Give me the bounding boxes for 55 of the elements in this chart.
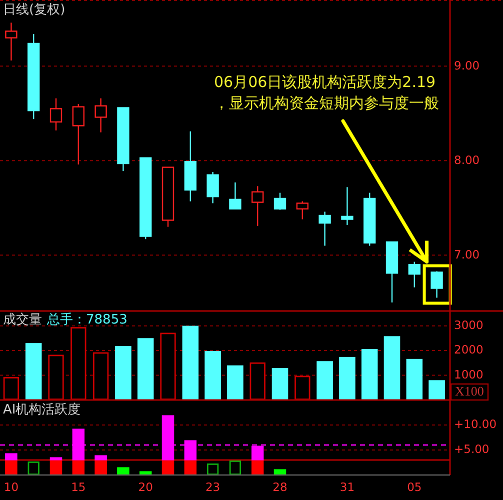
annotation: 06月06日该股机构活跃度为2.19 — [214, 73, 436, 92]
bar — [94, 455, 107, 460]
chart-title: 成交量 — [3, 312, 42, 328]
y-tick-label: +5.00 — [454, 442, 490, 456]
bar — [115, 346, 132, 400]
bar — [92, 352, 109, 400]
bar — [204, 350, 221, 400]
bar — [162, 415, 174, 460]
bar — [28, 462, 40, 475]
bar — [250, 362, 266, 400]
x-tick-label: 15 — [71, 480, 86, 494]
bar — [72, 428, 85, 460]
bar — [206, 464, 219, 475]
x-tick-label: 20 — [138, 480, 153, 494]
bar — [5, 453, 18, 460]
chart-title: AI机构活跃度 — [3, 402, 81, 418]
chart-subtitle: 总手：78853 — [46, 312, 128, 328]
y-tick-label: 2000 — [454, 342, 484, 357]
bar — [137, 338, 154, 400]
bar — [227, 365, 244, 400]
bar — [94, 460, 107, 476]
x-tick-label: 23 — [205, 480, 220, 494]
bar — [251, 446, 264, 460]
y-tick-label: 1000 — [454, 367, 484, 382]
bar — [48, 354, 64, 400]
y-axis-title: X100 — [455, 383, 484, 398]
bar — [406, 358, 423, 400]
bar — [361, 349, 378, 400]
bar — [25, 343, 42, 400]
y-tick-label: 9.00 — [454, 58, 480, 72]
bar — [428, 380, 445, 400]
x-tick-label: 10 — [4, 480, 19, 494]
y-tick-label: 8.00 — [454, 152, 480, 167]
bar — [294, 376, 310, 400]
bar — [272, 368, 288, 400]
x-tick-label: 28 — [272, 480, 288, 494]
bar — [339, 356, 356, 400]
bar — [5, 460, 18, 476]
bar — [70, 327, 86, 400]
x-tick-label: 05 — [407, 480, 422, 494]
bar — [182, 326, 199, 400]
bar — [50, 457, 62, 460]
y-tick-label: +10.00 — [454, 417, 497, 432]
bar — [316, 361, 333, 400]
bar — [184, 440, 197, 460]
annotation: ，显示机构资金短期内参与度一般 — [214, 94, 439, 112]
chart-title: 日线(复权) — [3, 2, 66, 18]
bar — [3, 377, 20, 400]
bar — [160, 332, 176, 400]
x-tick-label: 31 — [340, 480, 355, 494]
y-tick-label: 7.00 — [454, 247, 480, 262]
bar — [229, 460, 242, 475]
bar — [117, 467, 130, 476]
y-tick-label: 3000 — [454, 318, 484, 332]
bar — [384, 336, 400, 400]
